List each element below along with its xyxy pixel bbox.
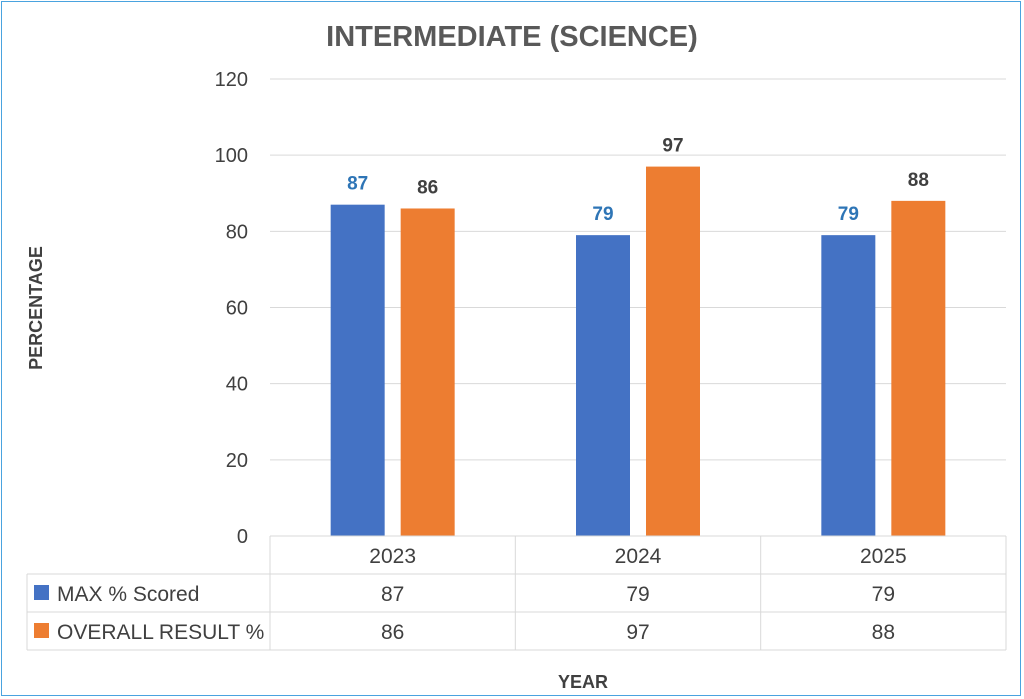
x-axis-title: YEAR <box>558 672 608 692</box>
bar <box>646 166 700 536</box>
bar <box>400 208 455 536</box>
y-tick-label: 120 <box>215 69 248 91</box>
category-label: 2025 <box>860 545 907 568</box>
legend-key <box>34 623 49 638</box>
bars <box>330 166 946 537</box>
gridlines <box>270 78 1006 461</box>
data-label: 87 <box>347 174 368 195</box>
table-cell: 79 <box>872 583 895 606</box>
y-tick-label: 100 <box>215 145 248 167</box>
bar <box>891 200 946 536</box>
legend-key <box>34 585 49 600</box>
y-tick-label: 40 <box>226 374 248 396</box>
table-cell: 97 <box>626 621 649 644</box>
bar <box>330 204 385 537</box>
legend-label: MAX % Scored <box>57 583 199 606</box>
table-cell: 88 <box>872 621 895 644</box>
table-cell: 86 <box>381 621 404 644</box>
category-label: 2024 <box>615 545 662 568</box>
y-axis-ticks: 0 20 40 60 80 100 120 <box>215 69 248 548</box>
table-cell: 79 <box>626 583 649 606</box>
bar <box>576 235 630 536</box>
data-label: 97 <box>662 136 683 157</box>
y-tick-label: 80 <box>226 221 248 243</box>
chart-title: INTERMEDIATE (SCIENCE) <box>326 21 698 53</box>
data-label: 79 <box>592 204 613 225</box>
data-label: 79 <box>838 204 859 225</box>
data-label: 86 <box>417 177 438 198</box>
data-table: 2023 2024 2025 MAX % Scored 87 79 79 OVERALL RE… <box>26 535 1007 651</box>
y-axis-title: PERCENTAGE <box>26 246 46 370</box>
legend-label: OVERALL RESULT % <box>57 621 264 644</box>
table-cell: 87 <box>381 583 404 606</box>
y-tick-label: 0 <box>237 526 248 548</box>
data-labels: 87 86 79 97 79 88 <box>347 136 929 226</box>
y-tick-label: 60 <box>226 298 248 320</box>
data-label: 88 <box>908 170 929 191</box>
y-tick-label: 20 <box>226 450 248 472</box>
category-label: 2023 <box>369 545 416 568</box>
bar <box>821 235 876 536</box>
